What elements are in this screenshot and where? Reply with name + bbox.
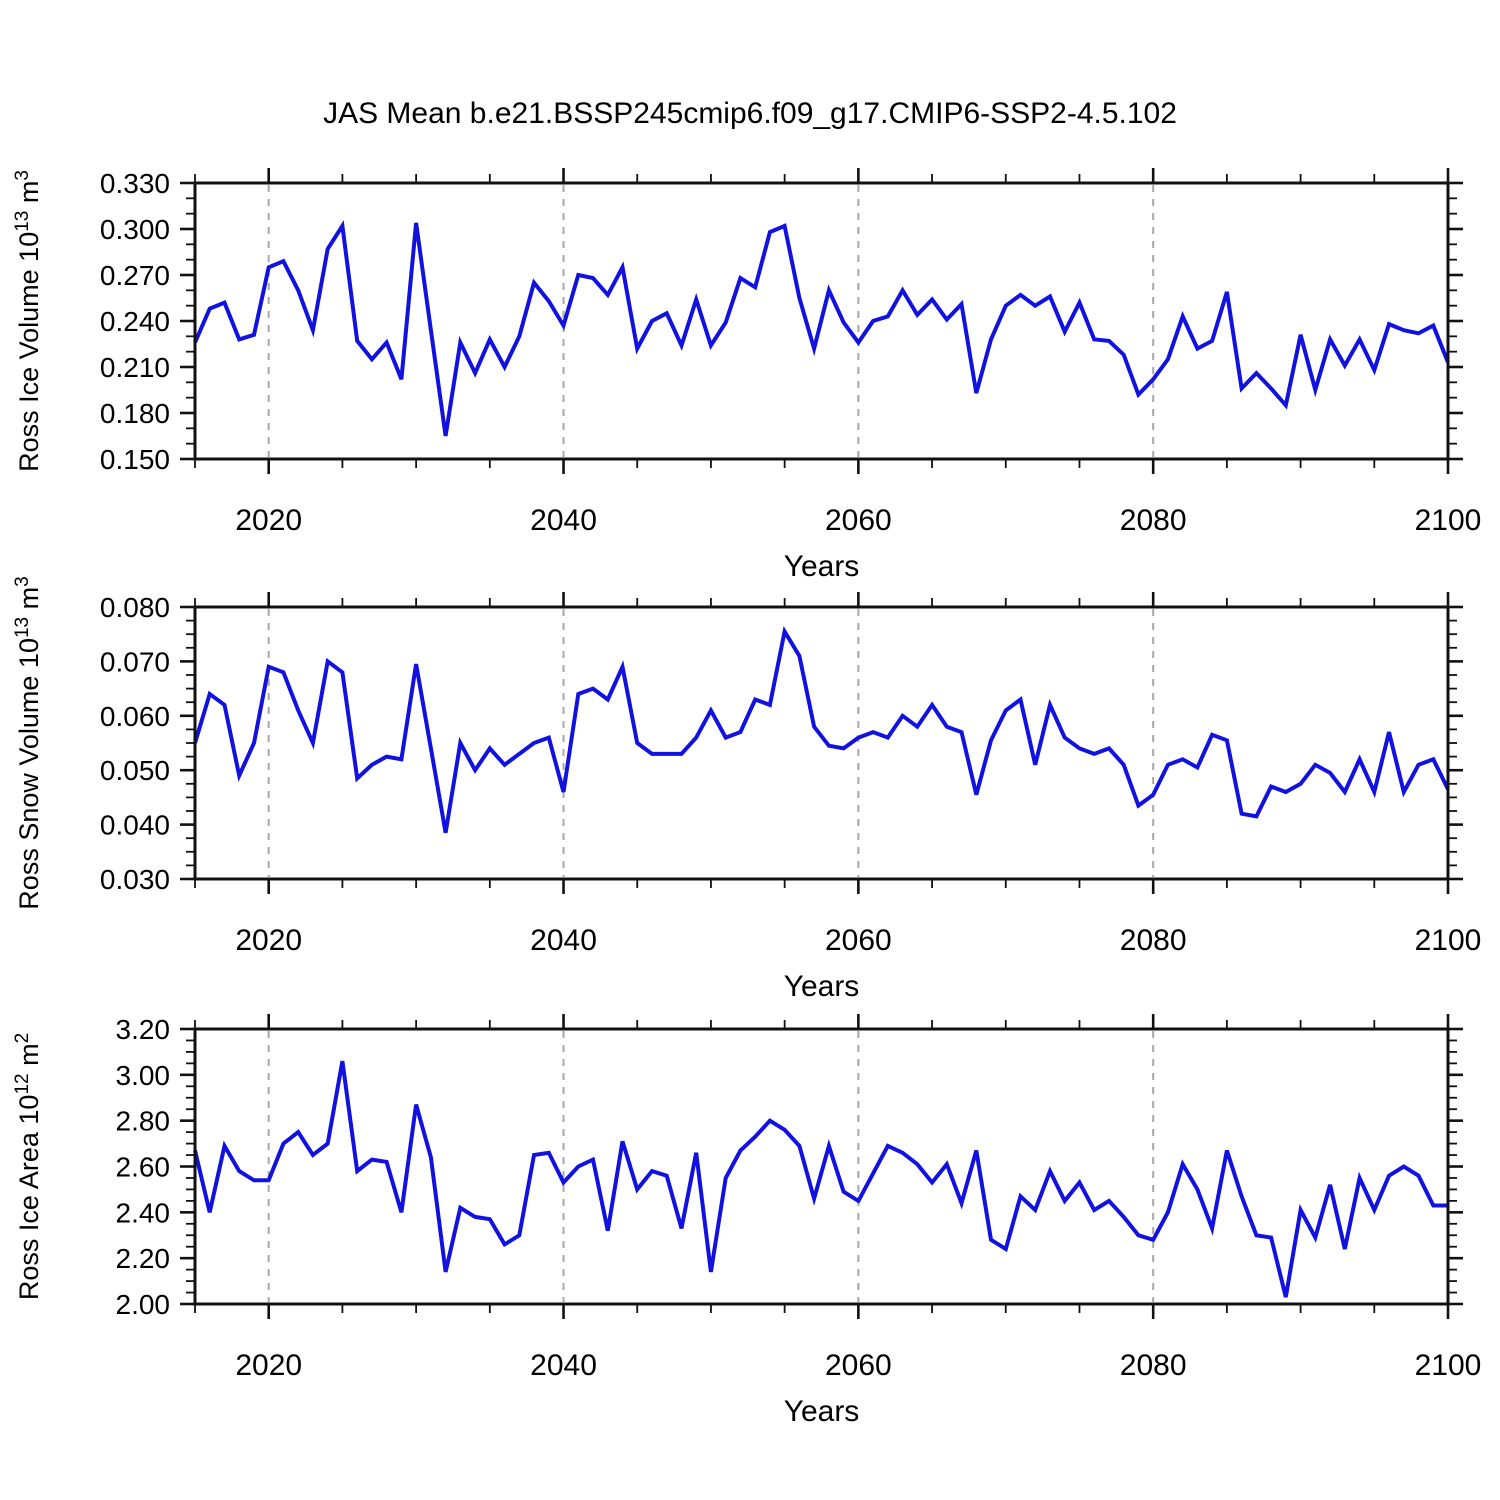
y-tick-label: 0.050: [100, 755, 170, 786]
y-tick-label: 0.240: [100, 306, 170, 337]
y-tick-label: 0.080: [100, 592, 170, 623]
y-tick-label: 3.00: [116, 1060, 171, 1091]
x-tick-label: 2020: [235, 1349, 302, 1382]
x-tick-label: 2040: [530, 924, 597, 957]
y-tick-label: 0.150: [100, 444, 170, 475]
series-line-ross-ice-volume: [193, 220, 1450, 437]
x-axis-title: Years: [784, 1395, 860, 1428]
y-axis-title-ross-ice-area: Ross Ice Area 1012 m2: [12, 1033, 44, 1300]
y-tick-label: 2.00: [116, 1289, 171, 1320]
y-tick-label: 0.270: [100, 260, 170, 291]
series-line-ross-snow-volume: [193, 626, 1450, 834]
y-tick-label: 0.210: [100, 352, 170, 383]
panel-ross-ice-area: 2.00 2.20 2.40 2.60 2.80 3.00 3.20 2020 2040 2060…: [12, 1014, 1481, 1428]
x-axis-title: Years: [784, 970, 860, 1003]
x-tick-label: 2100: [1415, 924, 1482, 957]
y-tick-label: 0.300: [100, 214, 170, 245]
y-tick-label: 0.060: [100, 701, 170, 732]
y-tick-label: 3.20: [116, 1014, 171, 1045]
x-tick-label: 2060: [825, 504, 892, 537]
x-axis-title: Years: [784, 550, 860, 583]
x-tick-label: 2020: [235, 504, 302, 537]
x-tick-label: 2040: [530, 1349, 597, 1382]
x-tick-label: 2080: [1120, 1349, 1187, 1382]
y-tick-label: 2.80: [116, 1106, 171, 1137]
y-tick-label: 2.40: [116, 1197, 171, 1228]
chart-title: JAS Mean b.e21.BSSP245cmip6.f09_g17.CMIP…: [323, 97, 1177, 130]
y-tick-label: 2.20: [116, 1243, 171, 1274]
y-tick-label: 2.60: [116, 1152, 171, 1183]
y-axis-title-ross-snow-volume: Ross Snow Volume 1013 m3: [12, 576, 44, 909]
x-tick-label: 2080: [1120, 924, 1187, 957]
x-tick-label: 2100: [1415, 1349, 1482, 1382]
x-tick-label: 2020: [235, 924, 302, 957]
y-tick-label: 0.070: [100, 646, 170, 677]
x-tick-label: 2080: [1120, 504, 1187, 537]
plot-box: [193, 605, 1450, 881]
y-tick-label: 0.330: [100, 168, 170, 199]
y-tick-label: 0.180: [100, 398, 170, 429]
panel-ross-ice-volume: 0.150 0.180 0.210 0.240 0.270 0.300 0.330 2020 2…: [12, 168, 1481, 583]
y-tick-label: 0.040: [100, 810, 170, 841]
y-tick-label: 0.030: [100, 864, 170, 895]
x-tick-label: 2100: [1415, 504, 1482, 537]
y-axis-title-ross-ice-volume: Ross Ice Volume 1013 m3: [12, 170, 44, 472]
x-tick-label: 2060: [825, 924, 892, 957]
panel-ross-snow-volume: 0.030 0.040 0.050 0.060 0.070 0.080 2020 2040 20…: [12, 576, 1481, 1003]
x-tick-label: 2060: [825, 1349, 892, 1382]
x-tick-label: 2040: [530, 504, 597, 537]
series-line-ross-ice-area: [193, 1060, 1448, 1298]
